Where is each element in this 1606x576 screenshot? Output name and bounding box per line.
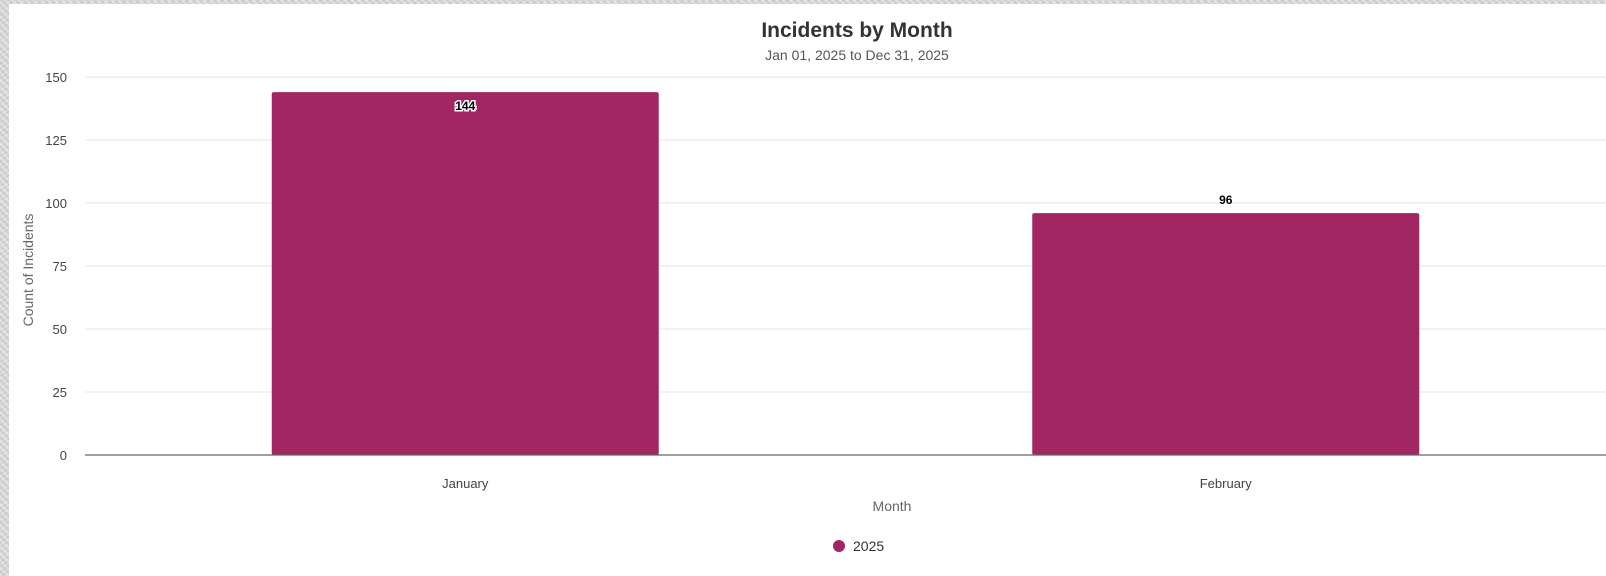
incidents-bar-chart: Incidents by Month Jan 01, 2025 to Dec 3… <box>20 19 1606 554</box>
y-tick-label: 25 <box>53 385 67 400</box>
chart-title: Incidents by Month <box>761 19 952 42</box>
data-labels: 144 96 <box>454 98 1233 207</box>
bars <box>271 92 1420 456</box>
chart-panel: Incidents by Month Jan 01, 2025 to Dec 3… <box>9 4 1606 576</box>
y-tick-label: 125 <box>45 133 67 148</box>
data-label-february: 96 <box>1219 193 1233 207</box>
legend[interactable]: 2025 <box>833 538 884 554</box>
legend-label-2025[interactable]: 2025 <box>853 538 884 554</box>
legend-swatch-2025 <box>833 540 845 552</box>
x-tick-label-february: February <box>1200 476 1253 491</box>
y-tick-label: 100 <box>45 196 67 211</box>
y-axis-title: Count of Incidents <box>20 214 36 327</box>
bar-february[interactable] <box>1032 213 1420 455</box>
x-axis-ticks: January February <box>442 476 1252 491</box>
y-axis-ticks: 0 25 50 75 100 125 150 <box>45 70 67 463</box>
y-tick-label: 0 <box>60 448 67 463</box>
chart-subtitle: Jan 01, 2025 to Dec 31, 2025 <box>765 47 949 63</box>
data-label-january: 144 <box>455 99 475 113</box>
y-tick-label: 75 <box>53 259 67 274</box>
y-tick-label: 50 <box>53 322 67 337</box>
x-tick-label-january: January <box>442 476 489 491</box>
x-axis-title: Month <box>873 498 912 514</box>
y-tick-label: 150 <box>45 70 67 85</box>
bar-january[interactable] <box>271 92 659 456</box>
